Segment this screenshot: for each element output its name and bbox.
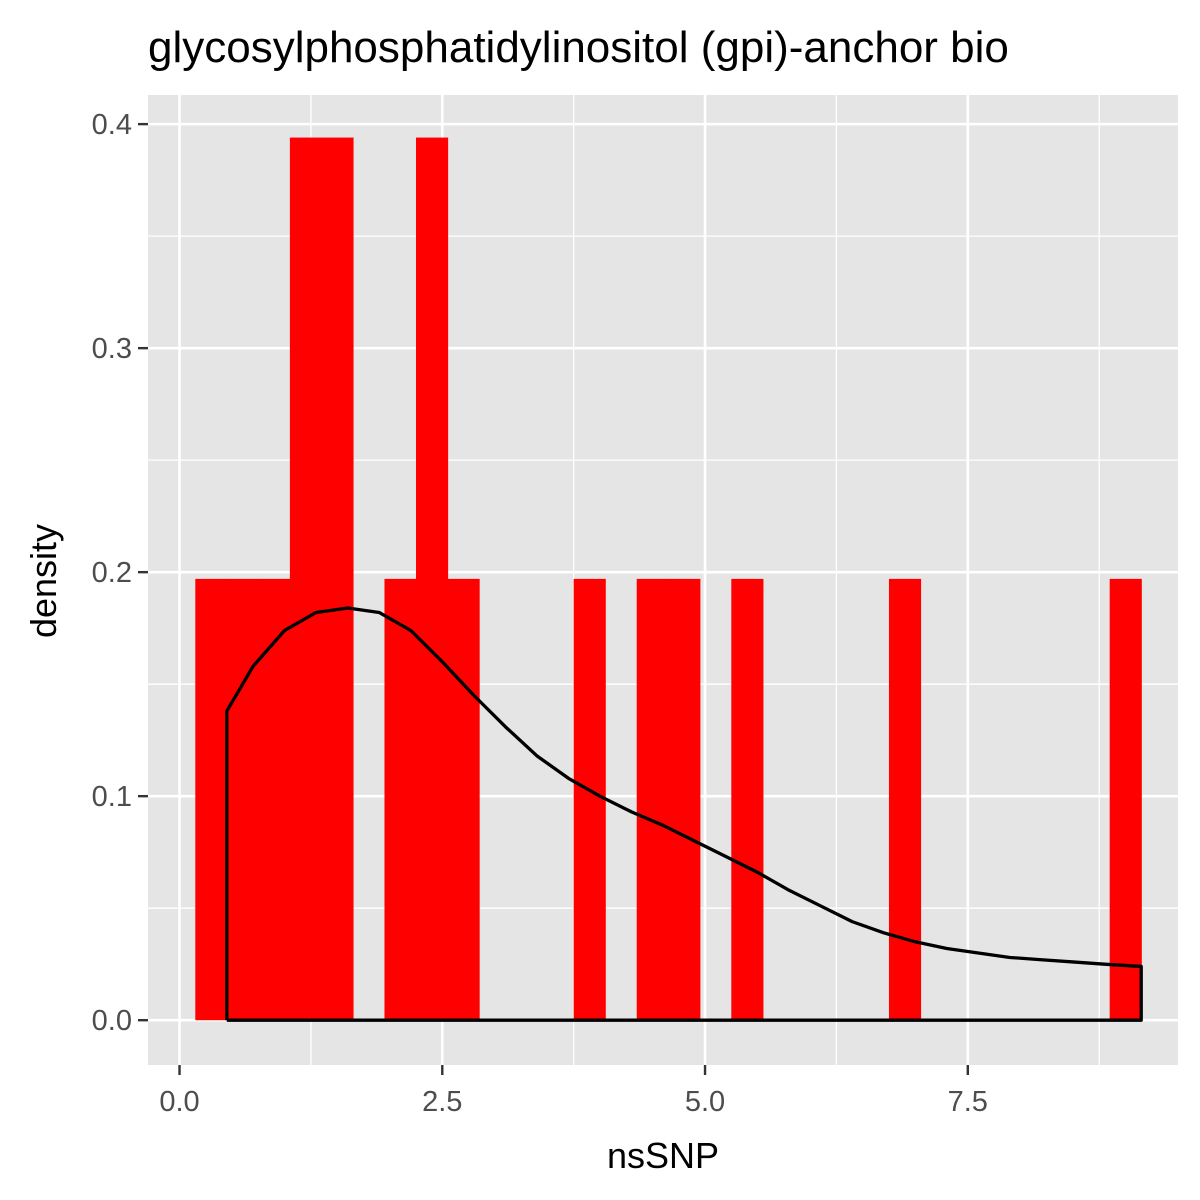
y-axis-ticks: 0.0 0.1 0.2 0.3 0.4 <box>92 109 148 1037</box>
y-axis-label: density <box>23 524 64 638</box>
x-tick-label: 5.0 <box>685 1086 725 1118</box>
y-tick-label: 0.0 <box>92 1005 132 1037</box>
histogram-bar <box>289 137 323 1021</box>
density-curve-line <box>225 606 1143 1022</box>
y-tick-label: 0.1 <box>92 781 132 813</box>
histogram-bar <box>226 578 259 1021</box>
histogram-bar <box>447 578 480 1021</box>
histogram-bar <box>731 578 764 1021</box>
histogram-bar <box>1109 578 1142 1021</box>
histogram-bar <box>888 578 922 1021</box>
histogram-bars <box>195 137 1142 1021</box>
x-axis-ticks: 0.0 2.5 5.0 7.5 <box>159 1065 988 1118</box>
chart-title: glycosylphosphatidylinositol (gpi)-ancho… <box>148 23 1009 72</box>
histogram-bar <box>384 578 417 1021</box>
y-tick-label: 0.4 <box>92 109 132 141</box>
histogram-bar <box>321 137 354 1021</box>
histogram-bar <box>636 578 669 1021</box>
y-tick-label: 0.3 <box>92 333 132 365</box>
histogram-bar <box>573 578 606 1021</box>
x-tick-label: 2.5 <box>422 1086 462 1118</box>
histogram-bar <box>416 137 449 1021</box>
x-tick-label: 7.5 <box>948 1086 988 1118</box>
histogram-bar <box>258 578 291 1021</box>
x-axis-label: nsSNP <box>607 1135 719 1176</box>
y-tick-label: 0.2 <box>92 557 132 589</box>
histogram-bar <box>668 578 701 1021</box>
x-tick-label: 0.0 <box>159 1086 199 1118</box>
histogram-bar <box>195 578 228 1021</box>
